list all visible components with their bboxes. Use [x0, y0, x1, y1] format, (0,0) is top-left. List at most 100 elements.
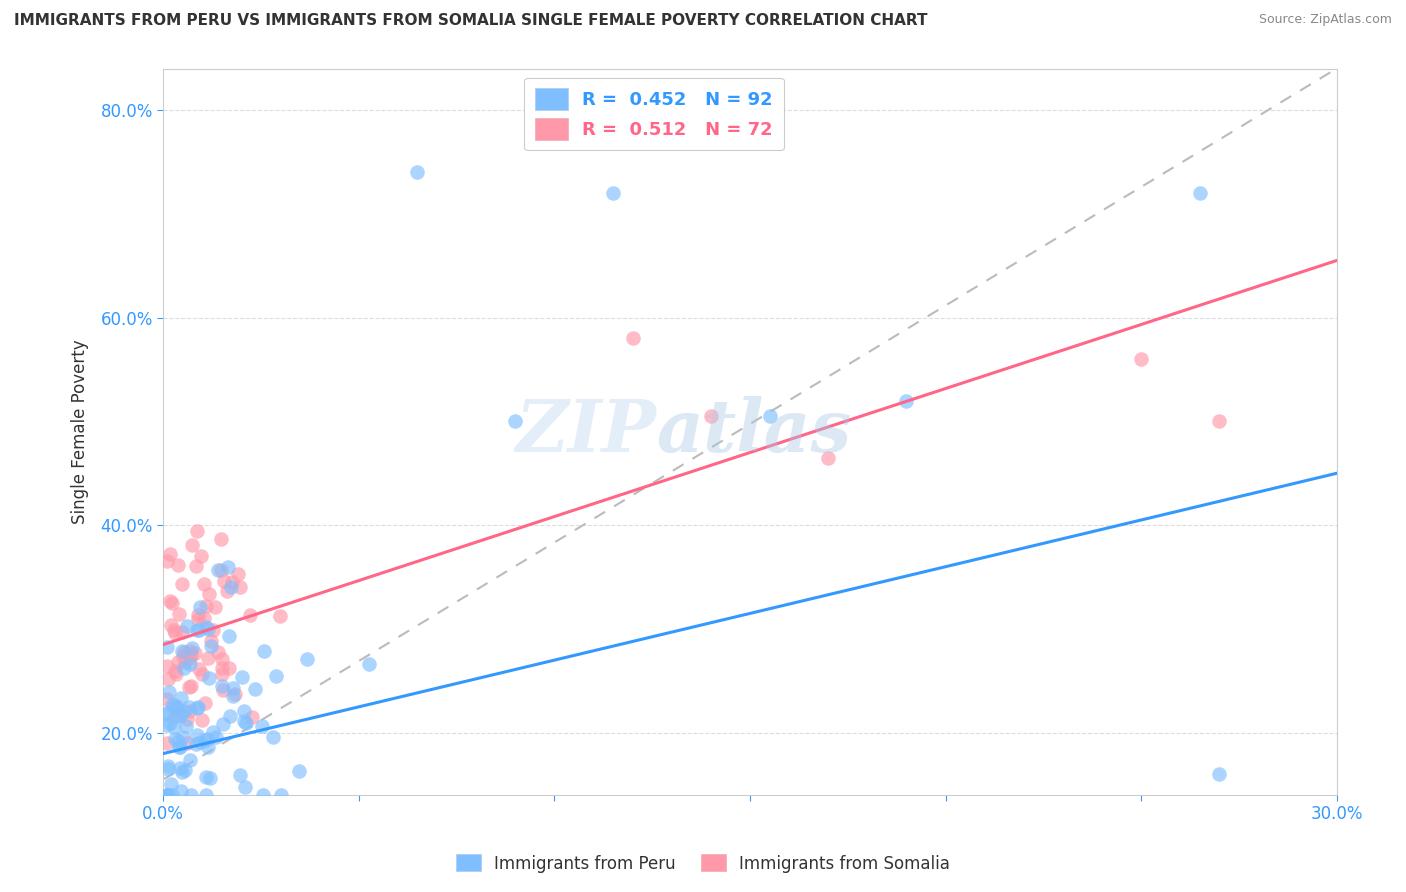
- Point: [211, 679, 233, 693]
- Point: [173, 661, 195, 675]
- Point: [179, 704, 201, 718]
- Point: [180, 538, 202, 552]
- Point: [218, 661, 240, 675]
- Point: [287, 764, 309, 779]
- Point: [179, 644, 201, 658]
- Point: [201, 623, 224, 637]
- Point: [172, 648, 194, 663]
- Point: [226, 567, 249, 582]
- Point: [197, 739, 219, 754]
- Point: [700, 409, 723, 424]
- Point: [252, 788, 274, 802]
- Point: [172, 644, 194, 658]
- Point: [817, 450, 839, 465]
- Point: [253, 644, 276, 658]
- Point: [239, 607, 262, 622]
- Legend: Immigrants from Peru, Immigrants from Somalia: Immigrants from Peru, Immigrants from So…: [450, 847, 956, 880]
- Point: [176, 619, 198, 633]
- Point: [172, 731, 194, 745]
- Point: [184, 646, 207, 660]
- Point: [235, 716, 257, 731]
- Point: [224, 687, 246, 701]
- Point: [170, 624, 193, 639]
- Text: Source: ZipAtlas.com: Source: ZipAtlas.com: [1258, 13, 1392, 27]
- Point: [156, 788, 179, 802]
- Point: [162, 698, 184, 713]
- Point: [166, 656, 188, 670]
- Point: [1208, 767, 1230, 781]
- Point: [195, 731, 218, 746]
- Point: [174, 718, 197, 732]
- Point: [207, 563, 229, 577]
- Point: [187, 612, 209, 626]
- Point: [231, 670, 253, 684]
- Point: [180, 788, 202, 802]
- Point: [209, 532, 232, 546]
- Point: [184, 737, 207, 751]
- Point: [159, 715, 181, 730]
- Point: [165, 732, 187, 747]
- Point: [221, 689, 243, 703]
- Point: [165, 666, 187, 681]
- Point: [163, 624, 186, 638]
- Point: [156, 659, 179, 673]
- Point: [156, 759, 179, 773]
- Point: [229, 768, 252, 782]
- Point: [156, 691, 179, 706]
- Text: atlas: atlas: [657, 396, 851, 467]
- Text: IMMIGRANTS FROM PERU VS IMMIGRANTS FROM SOMALIA SINGLE FEMALE POVERTY CORRELATIO: IMMIGRANTS FROM PERU VS IMMIGRANTS FROM …: [14, 13, 928, 29]
- Point: [269, 609, 291, 624]
- Point: [1188, 186, 1211, 200]
- Point: [160, 698, 183, 712]
- Point: [163, 665, 186, 679]
- Point: [193, 611, 215, 625]
- Point: [187, 662, 209, 676]
- Point: [264, 669, 287, 683]
- Point: [219, 709, 242, 723]
- Point: [406, 165, 429, 179]
- Point: [243, 682, 266, 697]
- Point: [211, 652, 233, 666]
- Legend: R =  0.452   N = 92, R =  0.512   N = 72: R = 0.452 N = 92, R = 0.512 N = 72: [524, 78, 783, 151]
- Text: ZIP: ZIP: [515, 396, 657, 467]
- Point: [1130, 352, 1153, 367]
- Point: [191, 667, 214, 681]
- Point: [198, 671, 221, 685]
- Point: [201, 725, 224, 739]
- Y-axis label: Single Female Poverty: Single Female Poverty: [72, 340, 89, 524]
- Point: [156, 706, 179, 721]
- Point: [166, 734, 188, 748]
- Point: [186, 623, 208, 637]
- Point: [195, 620, 218, 634]
- Point: [163, 720, 186, 734]
- Point: [212, 716, 235, 731]
- Point: [209, 563, 232, 577]
- Point: [191, 714, 214, 728]
- Point: [156, 554, 179, 568]
- Point: [156, 718, 179, 732]
- Point: [165, 701, 187, 715]
- Point: [174, 655, 197, 669]
- Point: [177, 700, 200, 714]
- Point: [167, 607, 190, 621]
- Point: [156, 788, 179, 802]
- Point: [177, 680, 200, 694]
- Point: [194, 733, 217, 747]
- Point: [204, 599, 226, 614]
- Point: [195, 770, 218, 784]
- Point: [233, 714, 256, 728]
- Point: [157, 672, 180, 686]
- Point: [190, 735, 212, 749]
- Point: [173, 645, 195, 659]
- Point: [169, 739, 191, 754]
- Point: [621, 331, 644, 345]
- Point: [166, 700, 188, 714]
- Point: [212, 683, 235, 698]
- Point: [160, 596, 183, 610]
- Point: [232, 705, 254, 719]
- Point: [174, 763, 197, 777]
- Point: [169, 709, 191, 723]
- Point: [195, 599, 218, 613]
- Point: [200, 771, 222, 785]
- Point: [262, 730, 284, 744]
